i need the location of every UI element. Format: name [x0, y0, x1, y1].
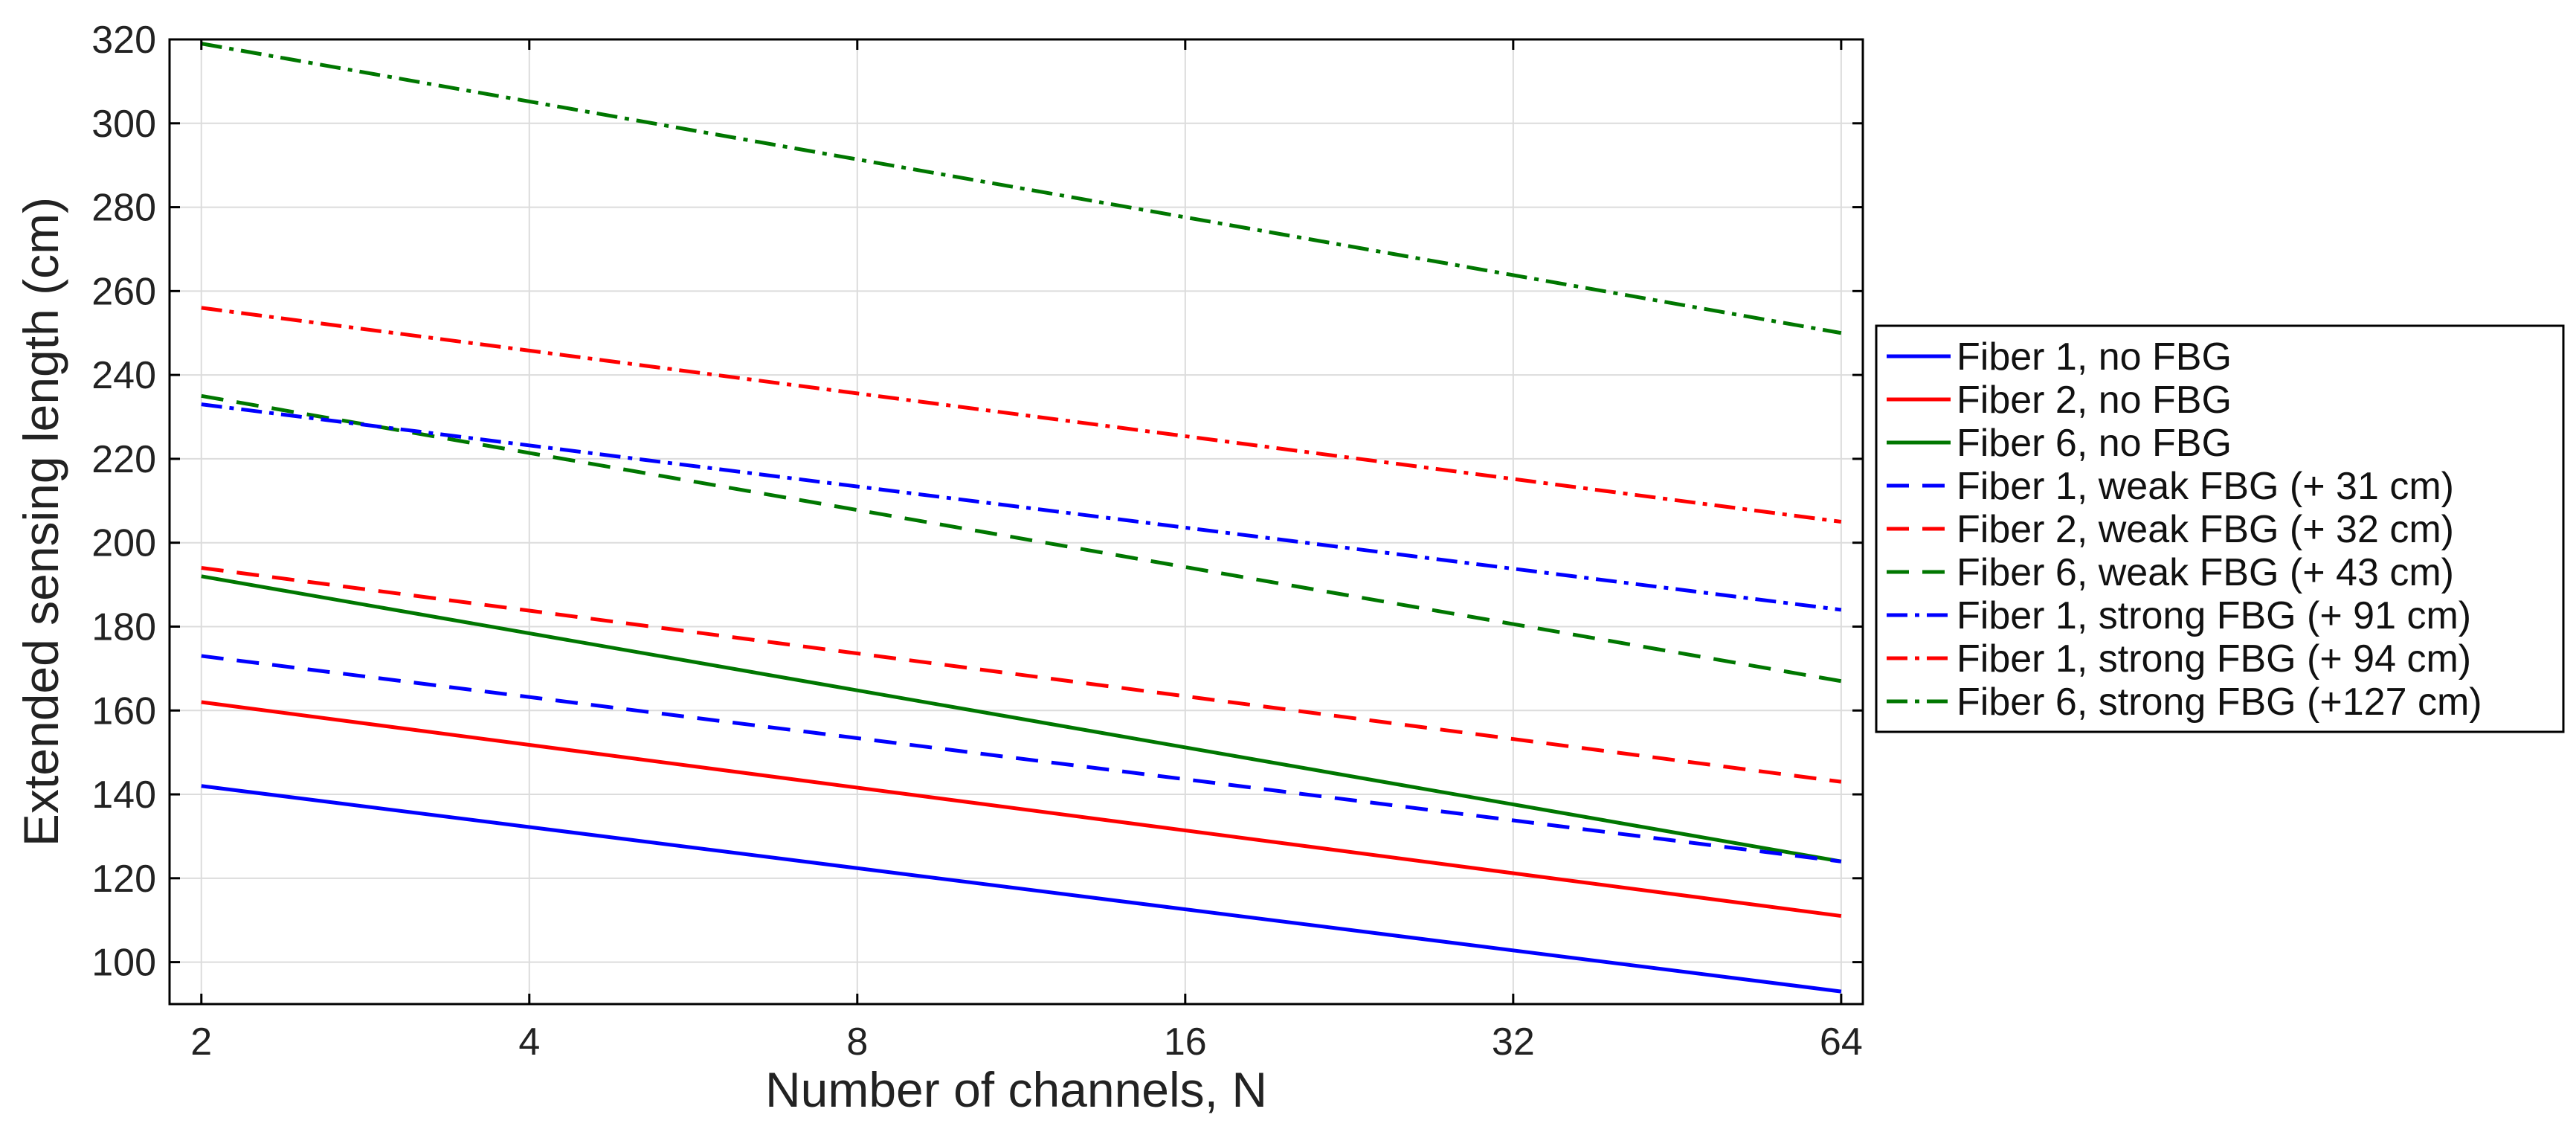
x-tick-label: 64: [1820, 1020, 1863, 1064]
x-tick-labels: 2 4 8 16 32 64: [190, 1020, 1862, 1064]
series-line-1: [201, 784, 1842, 994]
series-line-6: [201, 393, 1842, 684]
y-tick-label: 160: [91, 689, 156, 733]
series-lines: [201, 42, 1842, 994]
x-tick-label: 8: [846, 1020, 868, 1064]
y-tick-label: 120: [91, 858, 156, 901]
legend-label: Fiber 2, weak FBG (+ 32 cm): [1957, 508, 2454, 551]
y-tick-label: 260: [91, 270, 156, 313]
x-axis-title: Number of channels, N: [765, 1062, 1267, 1117]
series-line-7: [201, 402, 1842, 612]
legend-label: Fiber 1, weak FBG (+ 31 cm): [1957, 465, 2454, 508]
legend-label: Fiber 1, no FBG: [1957, 335, 2232, 379]
y-tick-label: 200: [91, 522, 156, 565]
legend-label: Fiber 2, no FBG: [1957, 379, 2232, 422]
tick-marks: [170, 38, 1863, 1004]
y-tick-label: 300: [91, 103, 156, 146]
series-line-2: [201, 700, 1842, 919]
series-line-9: [201, 42, 1842, 335]
y-axis-title: Extended sensing length (cm): [13, 197, 68, 846]
y-tick-label: 180: [91, 605, 156, 649]
x-tick-label: 16: [1164, 1020, 1207, 1064]
grid: [170, 39, 1863, 1004]
plot-frame: [168, 38, 1864, 1006]
y-tick-label: 280: [91, 187, 156, 230]
x-tick-label: 2: [190, 1020, 212, 1064]
y-tick-label: 100: [91, 942, 156, 985]
series-line-8: [201, 306, 1842, 524]
legend-label: Fiber 6, no FBG: [1957, 422, 2232, 465]
series-line-5: [201, 566, 1842, 784]
legend-label: Fiber 1, strong FBG (+ 94 cm): [1957, 637, 2471, 681]
legend-box: [1875, 324, 2565, 733]
legend-label: Fiber 1, strong FBG (+ 91 cm): [1957, 594, 2471, 637]
y-tick-label: 320: [91, 19, 156, 62]
series-line-3: [201, 574, 1842, 864]
legend-label: Fiber 6, strong FBG (+127 cm): [1957, 681, 2482, 724]
y-tick-labels: 100 120 140 160 180 200 220 240 260 280 300 320: [91, 19, 156, 985]
y-tick-label: 220: [91, 438, 156, 481]
series-line-4: [201, 654, 1842, 864]
legend-label: Fiber 6, weak FBG (+ 43 cm): [1957, 551, 2454, 594]
y-tick-label: 140: [91, 774, 156, 817]
x-tick-label: 32: [1492, 1020, 1535, 1064]
y-tick-label: 240: [91, 354, 156, 397]
x-tick-label: 4: [518, 1020, 540, 1064]
